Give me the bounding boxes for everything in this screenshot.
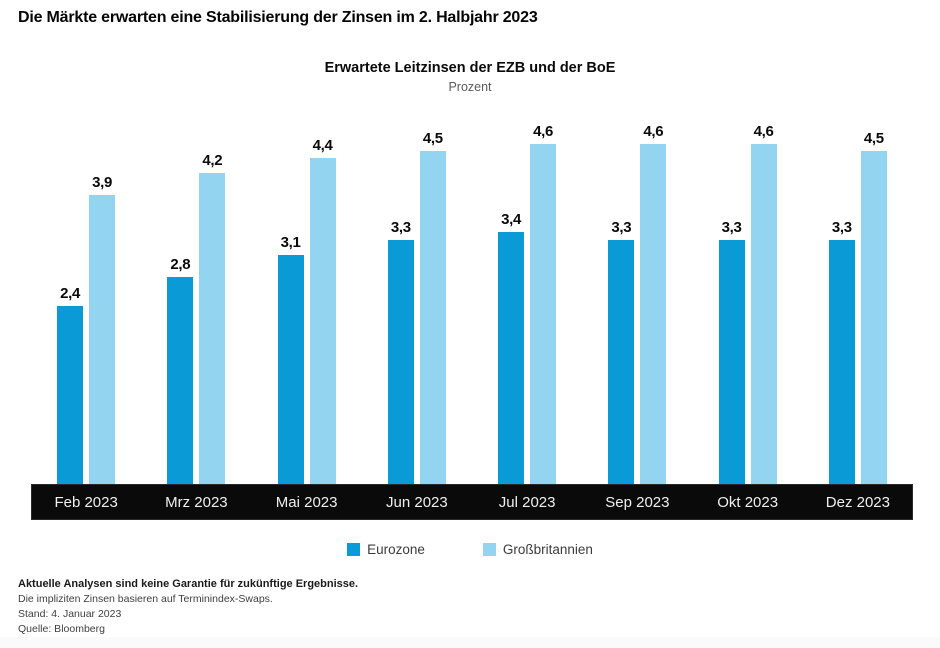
bar-value-label: 4,2 [202,152,223,169]
bar-wrap-eurozone: 2,8 [167,256,194,484]
legend-swatch-icon [347,543,361,556]
bar-group-sep-2023: 3,3 4,6 Sep 2023 [605,104,670,520]
bar-group-jul-2023: 3,4 4,6 Jul 2023 [498,104,557,520]
bar-group-jun-2023: 3,3 4,5 Jun 2023 [386,104,448,520]
footnote-method: Die impliziten Zinsen basieren auf Termi… [18,593,273,605]
bar-pair: 3,3 4,6 [608,104,667,484]
bar-wrap-gro-britannien: 4,2 [199,152,226,484]
legend-item-gro-britannien: Großbritannien [482,542,593,557]
bar-wrap-eurozone: 3,3 [387,219,414,484]
x-axis-label: Mai 2023 [275,493,338,511]
bar-value-label: 3,3 [390,219,411,236]
bar-gro-britannien [199,173,226,484]
bar-pair: 3,3 4,5 [828,104,887,484]
footnote-source: Quelle: Bloomberg [18,623,105,635]
x-axis-label: Jun 2023 [386,493,448,511]
bar-group-dez-2023: 3,3 4,5 Dez 2023 [825,104,890,520]
bar-wrap-eurozone: 3,3 [608,219,635,484]
bar-wrap-gro-britannien: 4,5 [860,130,887,484]
bar-value-label: 4,5 [863,130,884,147]
bar-gro-britannien [640,144,667,484]
legend-label: Großbritannien [502,542,593,557]
bar-wrap-eurozone: 3,3 [828,219,855,484]
bar-eurozone [608,240,635,484]
bar-wrap-gro-britannien: 4,4 [309,137,336,484]
bar-value-label: 2,4 [60,285,81,302]
bar-wrap-gro-britannien: 4,6 [640,123,667,484]
bar-value-label: 3,9 [92,174,113,191]
bar-wrap-gro-britannien: 4,6 [530,123,557,484]
chart-title: Erwartete Leitzinsen der EZB und der BoE [324,60,616,76]
bar-eurozone [828,240,855,484]
bar-eurozone [387,240,414,484]
legend-swatch-icon [482,543,496,556]
bar-gro-britannien [530,144,557,484]
bar-pair: 3,1 4,4 [277,104,336,484]
bar-group-okt-2023: 3,3 4,6 Okt 2023 [717,104,779,520]
page-title: Die Märkte erwarten eine Stabilisierung … [18,9,538,26]
x-axis-label: Dez 2023 [825,493,890,511]
bar-wrap-eurozone: 3,1 [277,234,304,484]
x-axis-band [31,484,913,520]
bar-wrap-gro-britannien: 4,5 [419,130,446,484]
bar-value-label: 3,3 [721,219,742,236]
bar-eurozone [498,232,525,484]
bar-gro-britannien [860,151,887,484]
bar-pair: 2,4 3,9 [57,104,116,484]
bar-pair: 3,4 4,6 [498,104,557,484]
bar-wrap-gro-britannien: 3,9 [89,174,116,484]
legend-label: Eurozone [367,542,425,557]
bar-value-label: 4,4 [312,137,333,154]
legend-item-eurozone: Eurozone [347,542,425,557]
bar-eurozone [57,306,84,484]
bar-pair: 3,3 4,5 [387,104,446,484]
bar-group-mrz-2023: 2,8 4,2 Mrz 2023 [165,104,228,520]
bar-value-label: 4,6 [643,123,664,140]
bar-gro-britannien [750,144,777,484]
bar-wrap-eurozone: 3,4 [498,211,525,484]
bar-value-label: 3,1 [280,234,301,251]
x-axis-label: Mrz 2023 [165,493,228,511]
bar-value-label: 4,6 [753,123,774,140]
bar-value-label: 3,3 [611,219,632,236]
bar-gro-britannien [89,195,116,484]
x-axis-label: Okt 2023 [717,493,779,511]
bar-value-label: 2,8 [170,256,191,273]
footnote-as-of: Stand: 4. Januar 2023 [18,608,122,620]
bar-group-mai-2023: 3,1 4,4 Mai 2023 [275,104,338,520]
footnotes: Aktuelle Analysen sind keine Garantie fü… [18,578,358,638]
bar-pair: 3,3 4,6 [718,104,777,484]
bar-wrap-gro-britannien: 4,6 [750,123,777,484]
bar-value-label: 3,4 [501,211,522,228]
bar-groups: 2,4 3,9 Feb 2023 2,8 4,2 Mrz 2023 3,1 4,4 Mai 20… [31,104,913,520]
chart-legend: Eurozone Großbritannien [0,542,940,557]
plot-area: 2,4 3,9 Feb 2023 2,8 4,2 Mrz 2023 3,1 4,4 Mai 20… [31,104,913,520]
bar-value-label: 4,5 [422,130,443,147]
bar-eurozone [718,240,745,484]
bottom-strip [0,637,940,648]
chart-subtitle: Prozent [448,80,492,94]
bar-gro-britannien [309,158,336,484]
bar-wrap-eurozone: 2,4 [57,285,84,484]
x-axis-label: Sep 2023 [605,493,670,511]
bar-group-feb-2023: 2,4 3,9 Feb 2023 [54,104,118,520]
footnote-disclaimer: Aktuelle Analysen sind keine Garantie fü… [18,578,359,590]
bar-value-label: 4,6 [533,123,554,140]
bar-value-label: 3,3 [831,219,852,236]
bar-pair: 2,8 4,2 [167,104,226,484]
bar-eurozone [277,255,304,484]
bar-wrap-eurozone: 3,3 [718,219,745,484]
bar-gro-britannien [419,151,446,484]
x-axis-label: Jul 2023 [498,493,556,511]
x-axis-label: Feb 2023 [54,493,118,511]
bar-eurozone [167,277,194,484]
